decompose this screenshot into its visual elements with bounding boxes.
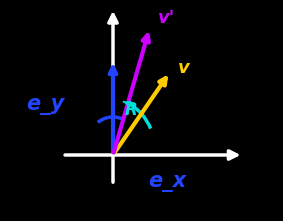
Text: e_x: e_x bbox=[149, 172, 187, 192]
Text: R: R bbox=[125, 101, 137, 119]
Text: v: v bbox=[178, 59, 190, 77]
Text: e_y: e_y bbox=[26, 95, 64, 115]
Text: v': v' bbox=[157, 9, 175, 27]
